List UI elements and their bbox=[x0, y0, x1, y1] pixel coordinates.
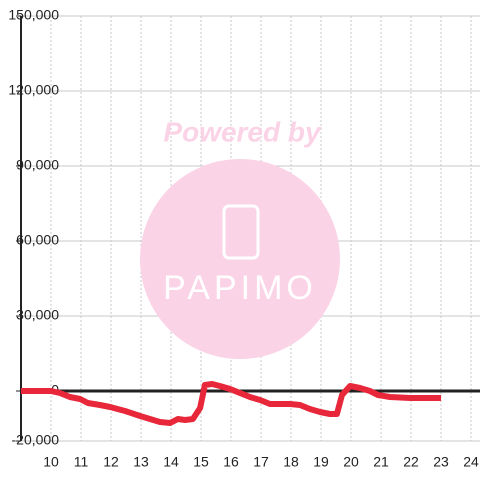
y-tick-label: 90,000 bbox=[16, 157, 59, 173]
x-tick-label: 11 bbox=[74, 454, 89, 470]
x-tick-label: 13 bbox=[133, 454, 149, 470]
x-tick-label: 14 bbox=[163, 454, 179, 470]
x-tick-label: 24 bbox=[463, 454, 479, 470]
x-tick-label: 18 bbox=[283, 454, 299, 470]
x-tick-label: 22 bbox=[403, 454, 419, 470]
x-tick-label: 23 bbox=[433, 454, 449, 470]
x-tick-label: 16 bbox=[223, 454, 239, 470]
watermark-icon bbox=[222, 204, 260, 260]
y-tick-label: 120,000 bbox=[8, 82, 59, 98]
y-tick-label: 30,000 bbox=[16, 307, 59, 323]
x-tick-label: 10 bbox=[43, 454, 59, 470]
watermark-logo: PAPIMO bbox=[163, 269, 317, 307]
x-tick-label: 12 bbox=[103, 454, 119, 470]
x-tick-label: 19 bbox=[313, 454, 329, 470]
y-tick-label: 60,000 bbox=[16, 232, 59, 248]
data-line bbox=[21, 381, 441, 426]
x-tick-label: 21 bbox=[373, 454, 389, 470]
x-tick-label: 17 bbox=[253, 454, 269, 470]
x-tick-label: 20 bbox=[343, 454, 359, 470]
x-tick-label: 15 bbox=[193, 454, 209, 470]
y-tick-label: -20,000 bbox=[12, 432, 60, 448]
watermark-text: Powered by bbox=[163, 116, 322, 147]
y-tick-label: 150,000 bbox=[8, 7, 59, 23]
